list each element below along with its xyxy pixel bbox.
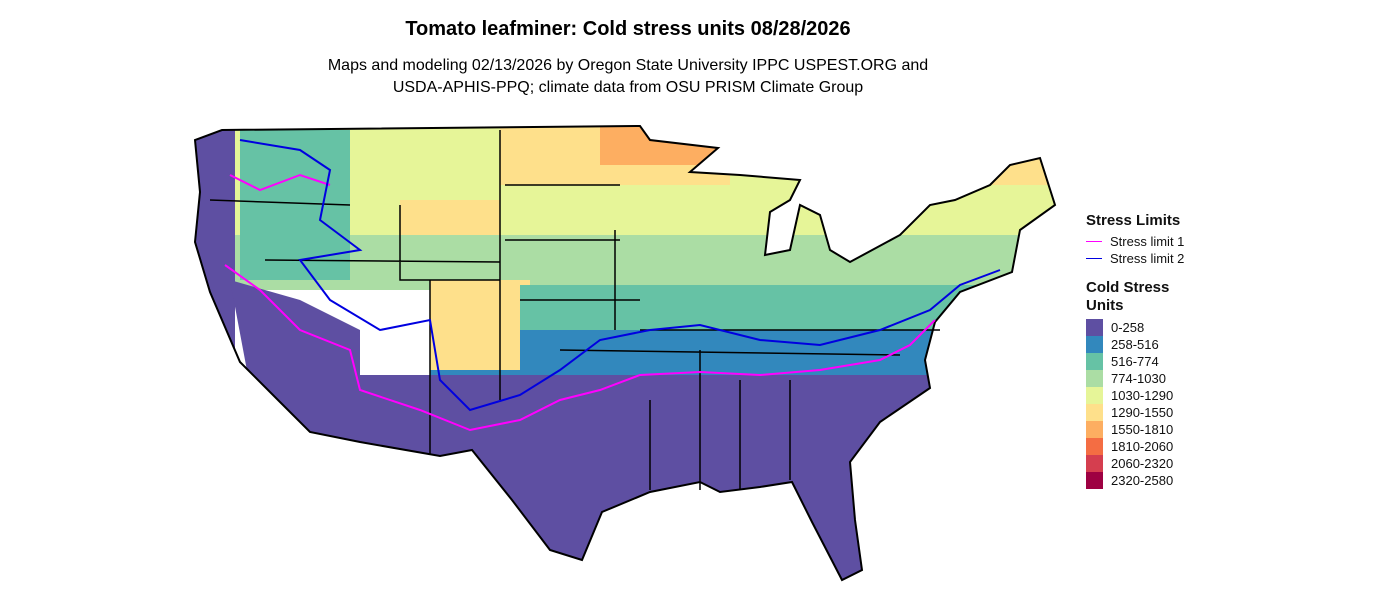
legend-label: 1290-1550 — [1111, 405, 1174, 420]
legend-entry: 774-1030 — [1086, 370, 1206, 387]
legend-entry: 1030-1290 — [1086, 387, 1206, 404]
cold-stress-legend: Cold Stress Units 0-258 258-516 516-774 774… — [1086, 279, 1206, 489]
legend: Stress Limits Stress limit 1 Stress limit… — [1086, 212, 1206, 489]
subtitle-line: USDA-APHIS-PPQ; climate data from OSU PR… — [392, 79, 864, 96]
legend-entry: 2060-2320 — [1086, 455, 1206, 472]
legend-swatch — [1086, 353, 1103, 370]
legend-label: Stress limit 2 — [1110, 251, 1185, 266]
legend-swatch — [1086, 319, 1103, 336]
legend-entry: 1550-1810 — [1086, 421, 1206, 438]
state-borders — [209, 130, 940, 490]
legend-swatch — [1086, 370, 1103, 387]
legend-swatch — [1086, 387, 1103, 404]
legend-swatch — [1086, 438, 1103, 455]
legend-label: 0-258 — [1111, 320, 1145, 335]
legend-label: 2320-2580 — [1111, 473, 1174, 488]
legend-swatch — [1086, 421, 1103, 438]
legend-entry: 258-516 — [1086, 336, 1206, 353]
map-subtitle: Maps and modeling 02/13/2026 by Oregon S… — [0, 55, 1256, 99]
legend-swatch — [1086, 455, 1103, 472]
us-outline — [193, 124, 1057, 582]
legend-entry: 1290-1550 — [1086, 404, 1206, 421]
legend-entry: Stress limit 2 — [1086, 250, 1206, 267]
legend-swatch — [1086, 241, 1102, 242]
legend-entry: 2320-2580 — [1086, 472, 1206, 489]
legend-label: 1550-1810 — [1111, 422, 1174, 437]
legend-entry: 516-774 — [1086, 353, 1206, 370]
legend-label: 1810-2060 — [1111, 439, 1174, 454]
us-map — [193, 124, 1057, 582]
legend-label: Stress limit 1 — [1110, 234, 1185, 249]
legend-label: 258-516 — [1111, 337, 1159, 352]
legend-label: 1030-1290 — [1111, 388, 1174, 403]
legend-label: 516-774 — [1111, 354, 1159, 369]
stress-limit-1 — [224, 173, 936, 432]
legend-label: 2060-2320 — [1111, 456, 1174, 471]
legend-title: Stress Limits — [1086, 212, 1181, 229]
legend-swatch — [1086, 258, 1102, 259]
legend-entry: Stress limit 1 — [1086, 233, 1206, 250]
legend-entry: 1810-2060 — [1086, 438, 1206, 455]
legend-swatch — [1086, 472, 1103, 489]
map-title: Tomato leafminer: Cold stress units 08/2… — [405, 18, 851, 40]
stress-limit-2 — [239, 139, 1001, 412]
legend-title: Cold Stress Units — [1086, 279, 1170, 314]
stress-limits-legend: Stress Limits Stress limit 1 Stress limit… — [1086, 212, 1206, 267]
subtitle-line: Maps and modeling 02/13/2026 by Oregon S… — [327, 57, 929, 74]
legend-swatch — [1086, 336, 1103, 353]
legend-swatch — [1086, 404, 1103, 421]
map-fill — [195, 126, 1055, 580]
legend-entry: 0-258 — [1086, 319, 1206, 336]
legend-label: 774-1030 — [1111, 371, 1166, 386]
